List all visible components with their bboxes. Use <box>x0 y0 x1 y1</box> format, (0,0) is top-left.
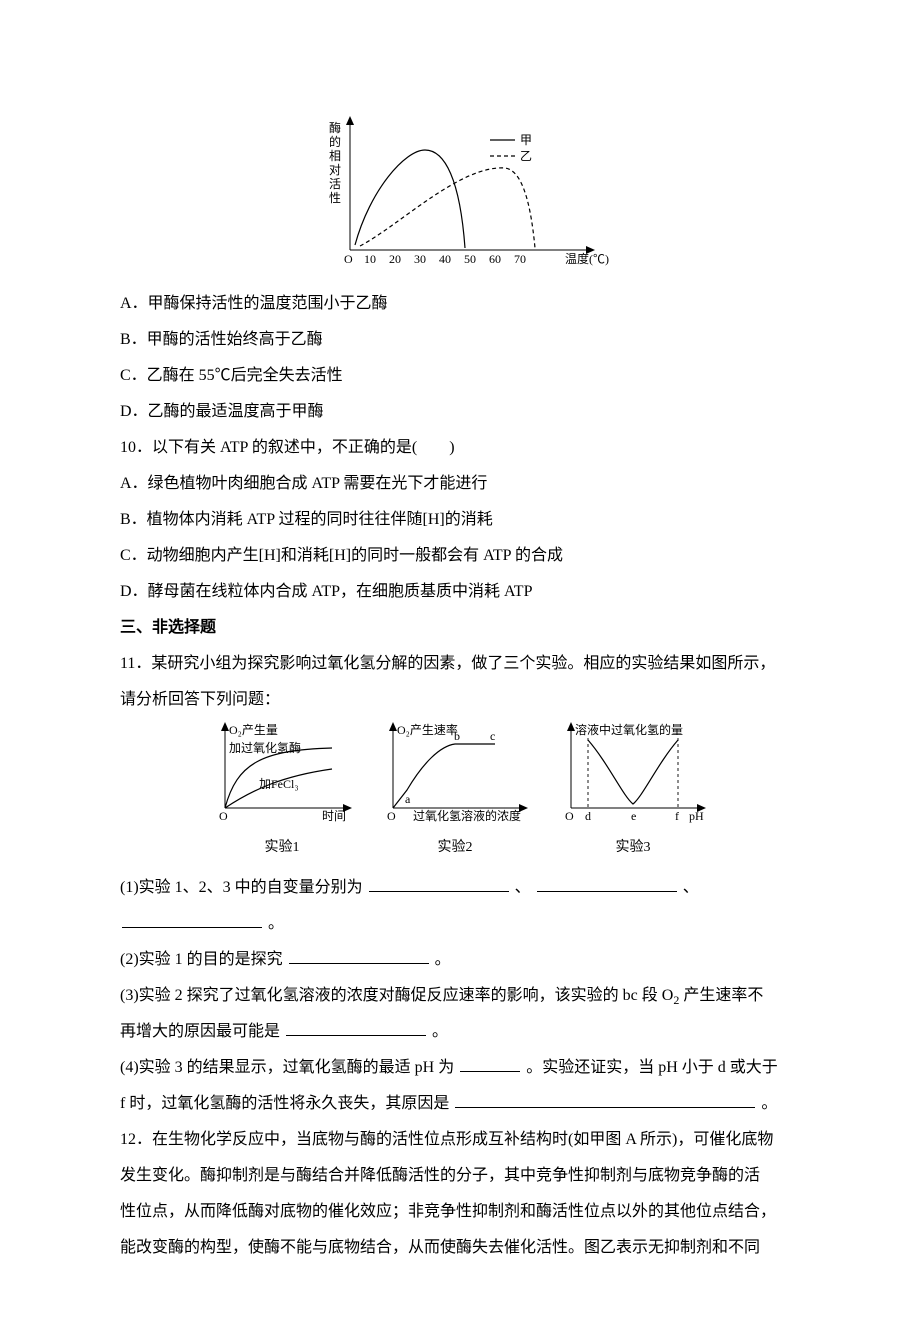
sub3-d: d <box>585 809 591 823</box>
q11-p3-c: 再增大的原因最可能是 <box>120 1023 280 1040</box>
q11-p2-b: 。 <box>435 951 451 968</box>
blank-2-1[interactable] <box>289 946 429 964</box>
svg-text:50: 50 <box>464 252 476 266</box>
q9-origin: O <box>344 252 353 266</box>
q11-p1-d: 。 <box>268 915 284 932</box>
q11-p4-b: 。实验还证实，当 pH 小于 d 或大于 <box>526 1059 778 1076</box>
sub2-ylabel: O₂产生速率 <box>397 722 458 737</box>
q11-p3-a: (3)实验 2 探究了过氧化氢溶液的浓度对酶促反应速率的影响，该实验的 bc 段… <box>120 987 673 1004</box>
sub2-point-b: b <box>454 729 460 743</box>
sub3-e: e <box>631 809 636 823</box>
q11-part3-l1: (3)实验 2 探究了过氧化氢溶液的浓度对酶促反应速率的影响，该实验的 bc 段… <box>120 978 800 1014</box>
q9-option-c: C．乙酶在 55℃后完全失去活性 <box>120 358 800 394</box>
sub2-xlabel: 过氧化氢溶液的浓度 <box>413 808 521 823</box>
q12-l2: 发生变化。酶抑制剂是与酶结合并降低酶活性的分子，其中竞争性抑制剂与底物竞争酶的活 <box>120 1158 800 1194</box>
svg-text:20: 20 <box>389 252 401 266</box>
blank-1-2[interactable] <box>537 874 677 892</box>
svg-text:70: 70 <box>514 252 526 266</box>
q9-legend-solid: 甲 <box>520 133 532 147</box>
q11-p4-c: f 时，过氧化氢酶的活性将永久丧失，其原因是 <box>120 1095 449 1112</box>
sub1-caption: 实验1 <box>265 832 300 864</box>
q11-p1-b: 、 <box>515 879 531 896</box>
svg-text:60: 60 <box>489 252 501 266</box>
q9-ylabel-char1: 酶 <box>329 120 341 135</box>
sub1-origin: O <box>219 809 228 823</box>
q9-curve-solid <box>355 150 465 248</box>
q11-p4-d: 。 <box>761 1095 777 1112</box>
q12-l3: 性位点，从而降低酶对底物的催化效应；非竞争性抑制剂和酶活性位点以外的其他位点结合… <box>120 1194 800 1230</box>
q9-xlabel: 温度(℃) <box>565 251 609 266</box>
sub2-caption: 实验2 <box>438 832 473 864</box>
sub1-xlabel: 时间 <box>322 809 346 823</box>
svg-text:40: 40 <box>439 252 451 266</box>
blank-4-1[interactable] <box>460 1054 520 1072</box>
q10-option-c: C．动物细胞内产生[H]和消耗[H]的同时一般都会有 ATP 的合成 <box>120 538 800 574</box>
sub1-ylabel: O₂产生量 <box>229 723 278 737</box>
q11-stem-line2: 请分析回答下列问题： <box>120 682 800 718</box>
q9-option-d: D．乙酶的最适温度高于甲酶 <box>120 394 800 430</box>
q11-p4-a: (4)实验 3 的结果显示，过氧化氢酶的最适 pH 为 <box>120 1059 454 1076</box>
blank-3-1[interactable] <box>286 1018 426 1036</box>
q11-stem-line1: 11．某研究小组为探究影响过氧化氢分解的因素，做了三个实验。相应的实验结果如图所… <box>120 646 800 682</box>
sub3-xlabel: pH <box>689 809 704 823</box>
blank-1-1[interactable] <box>369 874 509 892</box>
sub3-curve <box>588 740 678 804</box>
q9-ylabel-char6: 性 <box>329 191 341 205</box>
svg-text:10: 10 <box>364 252 376 266</box>
svg-text:30: 30 <box>414 252 426 266</box>
q9-ylabel-char5: 活 <box>329 177 341 191</box>
q11-p3-d: 。 <box>432 1023 448 1040</box>
q11-part2: (2)实验 1 的目的是探究 。 <box>120 942 800 978</box>
sub3-ylabel: 溶液中过氧化氢的量 <box>575 722 683 737</box>
q10-option-a: A．绿色植物叶肉细胞合成 ATP 需要在光下才能进行 <box>120 466 800 502</box>
sub2-origin: O <box>387 809 396 823</box>
q11-part4-l1: (4)实验 3 的结果显示，过氧化氢酶的最适 pH 为 。实验还证实，当 pH … <box>120 1050 800 1086</box>
blank-1-3[interactable] <box>122 910 262 928</box>
q11-subfigure-2: O O₂产生速率 a b c 过氧化氢溶液的浓度 实验2 <box>375 718 535 864</box>
q9-figure: 酶 的 相 对 活 性 O 10 20 30 40 50 60 70 温度(℃) <box>120 110 800 280</box>
sub3-f: f <box>675 809 679 823</box>
blank-4-2[interactable] <box>455 1090 755 1108</box>
sub2-point-c: c <box>490 729 495 743</box>
q12-l4: 能改变酶的构型，使酶不能与底物结合，从而使酶失去催化活性。图乙表示无抑制剂和不同 <box>120 1230 800 1266</box>
q9-ylabel-char2: 的 <box>329 134 341 149</box>
q9-y-arrow <box>346 116 354 125</box>
q9-ylabel-char4: 对 <box>329 163 341 177</box>
q11-p3-b: 产生速率不 <box>679 987 763 1004</box>
q9-ylabel-char3: 相 <box>329 149 341 163</box>
q11-p1-c: 、 <box>683 879 699 896</box>
q10-stem: 10．以下有关 ATP 的叙述中，不正确的是( ) <box>120 430 800 466</box>
q9-legend-dashed: 乙 <box>520 149 532 163</box>
q9-option-b: B．甲酶的活性始终高于乙酶 <box>120 322 800 358</box>
q11-p2-a: (2)实验 1 的目的是探究 <box>120 951 283 968</box>
q11-part3-l2: 再增大的原因最可能是 。 <box>120 1014 800 1050</box>
q12-l1: 12．在生物化学反应中，当底物与酶的活性位点形成互补结构时(如甲图 A 所示)，… <box>120 1122 800 1158</box>
sub3-origin: O <box>565 809 574 823</box>
q11-subfigure-1: O O₂产生量 加过氧化氢酶 加FeCl₃ 时间 实验1 <box>207 718 357 864</box>
sub1-upper-label: 加过氧化氢酶 <box>229 740 301 755</box>
q11-p1-a: (1)实验 1、2、3 中的自变量分别为 <box>120 879 363 896</box>
sub2-point-a: a <box>405 792 411 806</box>
section-3-heading: 三、非选择题 <box>120 610 800 646</box>
q10-option-b: B．植物体内消耗 ATP 过程的同时往往伴随[H]的消耗 <box>120 502 800 538</box>
q10-option-d: D．酵母菌在线粒体内合成 ATP，在细胞质基质中消耗 ATP <box>120 574 800 610</box>
q11-subfigure-3: O 溶液中过氧化氢的量 d e f pH 实验3 <box>553 718 713 864</box>
q11-part1: (1)实验 1、2、3 中的自变量分别为 、 、 。 <box>120 870 800 942</box>
q11-part4-l2: f 时，过氧化氢酶的活性将永久丧失，其原因是 。 <box>120 1086 800 1122</box>
sub1-lower-label: 加FeCl₃ <box>259 777 299 791</box>
sub3-caption: 实验3 <box>616 832 651 864</box>
q11-figure: O O₂产生量 加过氧化氢酶 加FeCl₃ 时间 实验1 <box>120 718 800 864</box>
q9-option-a: A．甲酶保持活性的温度范围小于乙酶 <box>120 286 800 322</box>
